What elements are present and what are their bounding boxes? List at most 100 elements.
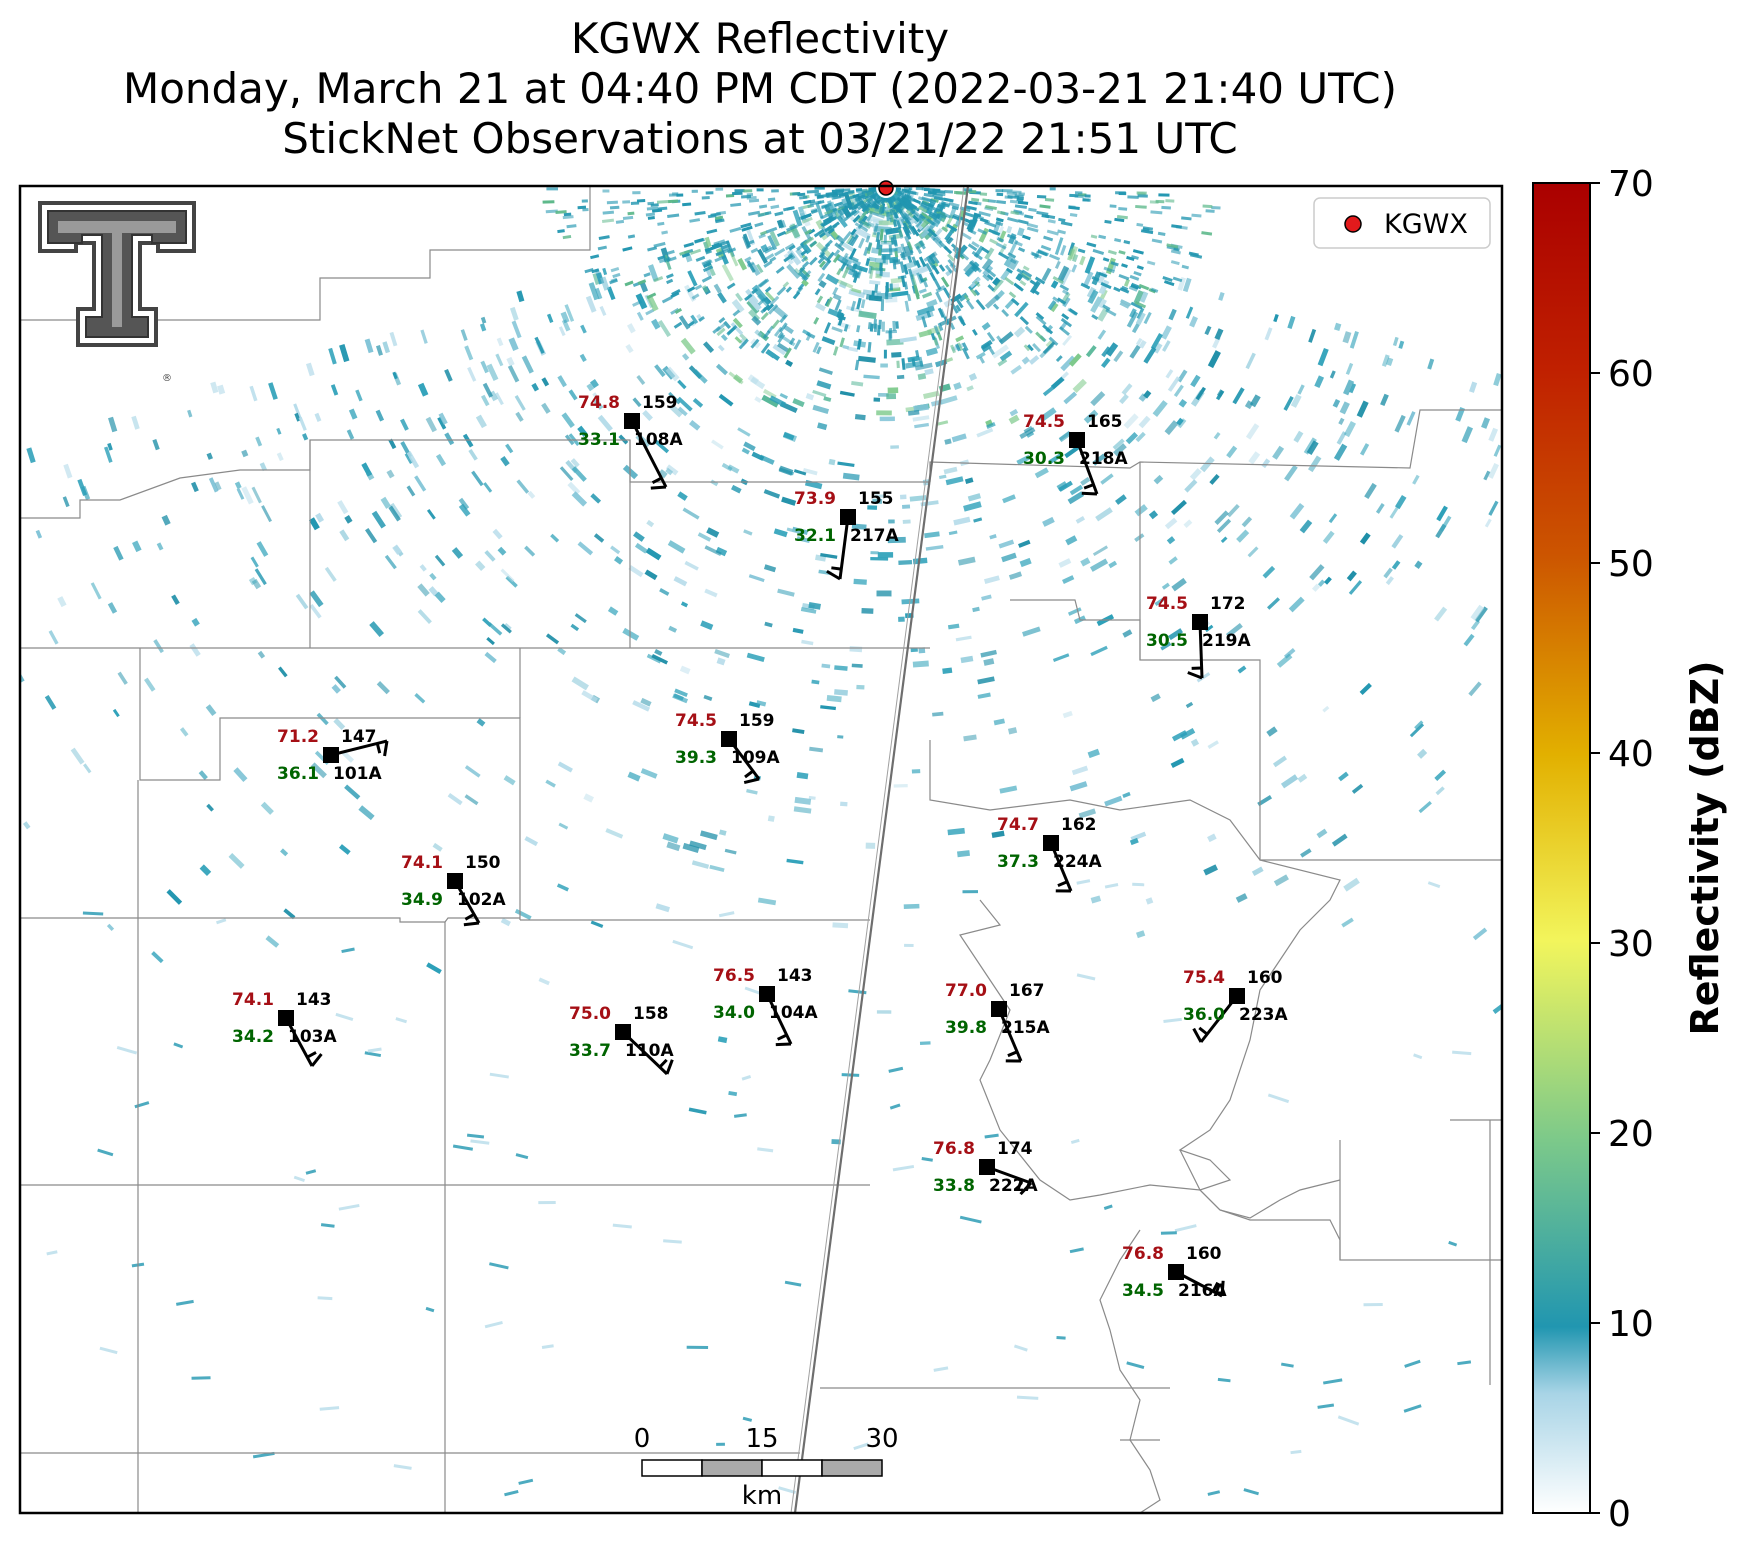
colorbar-tick-label: 40 [1608, 734, 1654, 775]
station-109A: 74.5 159 39.3 109A [675, 711, 780, 785]
station-temperature: 75.0 [569, 1004, 611, 1024]
station-marker-icon [1192, 614, 1208, 630]
station-id: 219A [1202, 631, 1251, 651]
station-dewpoint: 39.8 [945, 1018, 987, 1038]
station-id: 215A [1001, 1018, 1050, 1038]
colorbar-gradient [1533, 183, 1590, 1513]
wind-barb-half-flag [306, 1051, 317, 1059]
station-temperature: 76.8 [1122, 1244, 1164, 1264]
scale-tick-0: 0 [634, 1424, 651, 1454]
radar-site-marker [876, 178, 896, 198]
wind-barb-flag [826, 569, 841, 581]
wind-barb-half-flag [1198, 1026, 1209, 1036]
station-dewpoint: 36.1 [277, 764, 319, 784]
wind-barb-flag [665, 1059, 674, 1075]
station-marker-icon [615, 1024, 631, 1040]
wind-barb-half-flag [1083, 483, 1095, 490]
station-marker-icon [721, 731, 737, 747]
station-dewpoint: 33.7 [569, 1041, 611, 1061]
station-marker-icon [278, 1010, 294, 1026]
station-marker-icon [759, 986, 775, 1002]
colorbar-tick-label: 30 [1608, 924, 1654, 965]
colorbar-tick-label: 10 [1608, 1304, 1654, 1345]
station-dewpoint: 36.0 [1183, 1005, 1225, 1025]
station-marker-icon [979, 1159, 995, 1175]
station-marker-icon [1043, 835, 1059, 851]
station-id: 104A [769, 1003, 818, 1023]
station-id: 110A [625, 1041, 674, 1061]
station-dewpoint: 33.1 [578, 430, 620, 450]
station-108A: 74.8 159 33.1 108A [578, 393, 683, 490]
station-102A: 74.1 150 34.9 102A [401, 853, 506, 927]
station-223A: 75.4 160 36.0 223A [1183, 968, 1288, 1043]
station-temperature: 74.5 [1023, 412, 1065, 432]
station-pressure: 159 [642, 393, 678, 413]
stations-layer: 74.8 159 33.1 108A 74.5 165 30.3 218A 73.9 155 32.… [232, 393, 1288, 1301]
station-marker-icon [1069, 432, 1085, 448]
station-pressure: 155 [858, 489, 894, 509]
station-pressure: 160 [1247, 968, 1283, 988]
station-216A: 76.8 160 34.5 216A [1122, 1244, 1227, 1301]
station-temperature: 73.9 [794, 489, 836, 509]
station-pressure: 165 [1087, 412, 1123, 432]
station-224A: 74.7 162 37.3 224A [997, 815, 1102, 893]
wind-barb-flag [1192, 1027, 1203, 1043]
scale-unit: km [742, 1481, 782, 1511]
station-110A: 75.0 158 33.7 110A [569, 1004, 674, 1076]
station-pressure: 143 [777, 966, 813, 986]
station-pressure: 162 [1061, 815, 1097, 835]
wind-barb-icon [630, 420, 668, 488]
colorbar-tick-label: 50 [1608, 544, 1654, 585]
county-borders [20, 186, 1502, 1513]
colorbar-tick-label: 0 [1608, 1494, 1631, 1535]
wind-barb-half-flag [464, 913, 475, 921]
station-temperature: 74.8 [578, 393, 620, 413]
station-pressure: 150 [465, 853, 501, 873]
station-dewpoint: 30.3 [1023, 449, 1065, 469]
wind-barb-flag [1187, 671, 1203, 680]
station-215A: 77.0 167 39.8 215A [945, 981, 1050, 1063]
station-222A: 76.8 174 33.8 222A [933, 1139, 1038, 1196]
highway-line [790, 186, 970, 1513]
station-temperature: 71.2 [277, 727, 319, 747]
colorbar-label: Reflectivity (dBZ) [1683, 660, 1727, 1035]
wind-barb-half-flag [831, 566, 842, 571]
wind-barb-half-flag [651, 476, 663, 485]
station-pressure: 159 [739, 711, 775, 731]
station-217A: 73.9 155 32.1 217A [794, 489, 899, 581]
colorbar: 0 10 20 30 40 50 60 70 Reflectivity (dBZ) [1532, 164, 1727, 1535]
station-marker-icon [991, 1001, 1007, 1017]
station-temperature: 74.7 [997, 815, 1039, 835]
texas-tech-logo: ® [38, 201, 196, 384]
wind-barb-flag [775, 1042, 792, 1047]
station-temperature: 74.1 [401, 853, 443, 873]
wind-barb-half-flag [777, 1033, 788, 1041]
station-temperature: 77.0 [945, 981, 987, 1001]
station-temperature: 74.5 [1146, 594, 1188, 614]
wind-barb-half-flag [1211, 1281, 1220, 1293]
map-frame [18, 184, 1504, 1515]
title-line-2: Monday, March 21 at 04:40 PM CDT (2022-0… [122, 64, 1398, 113]
station-temperature: 75.4 [1183, 968, 1225, 988]
station-id: 223A [1239, 1005, 1288, 1025]
station-id: 108A [634, 430, 683, 450]
colorbar-tick-label: 70 [1608, 164, 1654, 205]
station-219A: 74.5 172 30.5 219A [1146, 594, 1251, 680]
station-marker-icon [447, 873, 463, 889]
wind-barb-flag [383, 740, 389, 757]
station-pressure: 143 [296, 990, 332, 1010]
station-id: 101A [333, 764, 382, 784]
station-dewpoint: 33.8 [933, 1176, 975, 1196]
station-101A: 71.2 147 36.1 101A [277, 727, 389, 784]
station-temperature: 74.5 [675, 711, 717, 731]
station-id: 222A [989, 1176, 1038, 1196]
station-id: 216A [1178, 1281, 1227, 1301]
station-pressure: 172 [1210, 594, 1246, 614]
station-dewpoint: 37.3 [997, 852, 1039, 872]
station-pressure: 160 [1186, 1244, 1222, 1264]
station-id: 218A [1079, 449, 1128, 469]
wind-barb-half-flag [1016, 1179, 1024, 1190]
scale-bar: 0 15 30 km [634, 1424, 899, 1511]
scale-tick-15: 15 [745, 1424, 778, 1454]
station-dewpoint: 34.2 [232, 1027, 274, 1047]
